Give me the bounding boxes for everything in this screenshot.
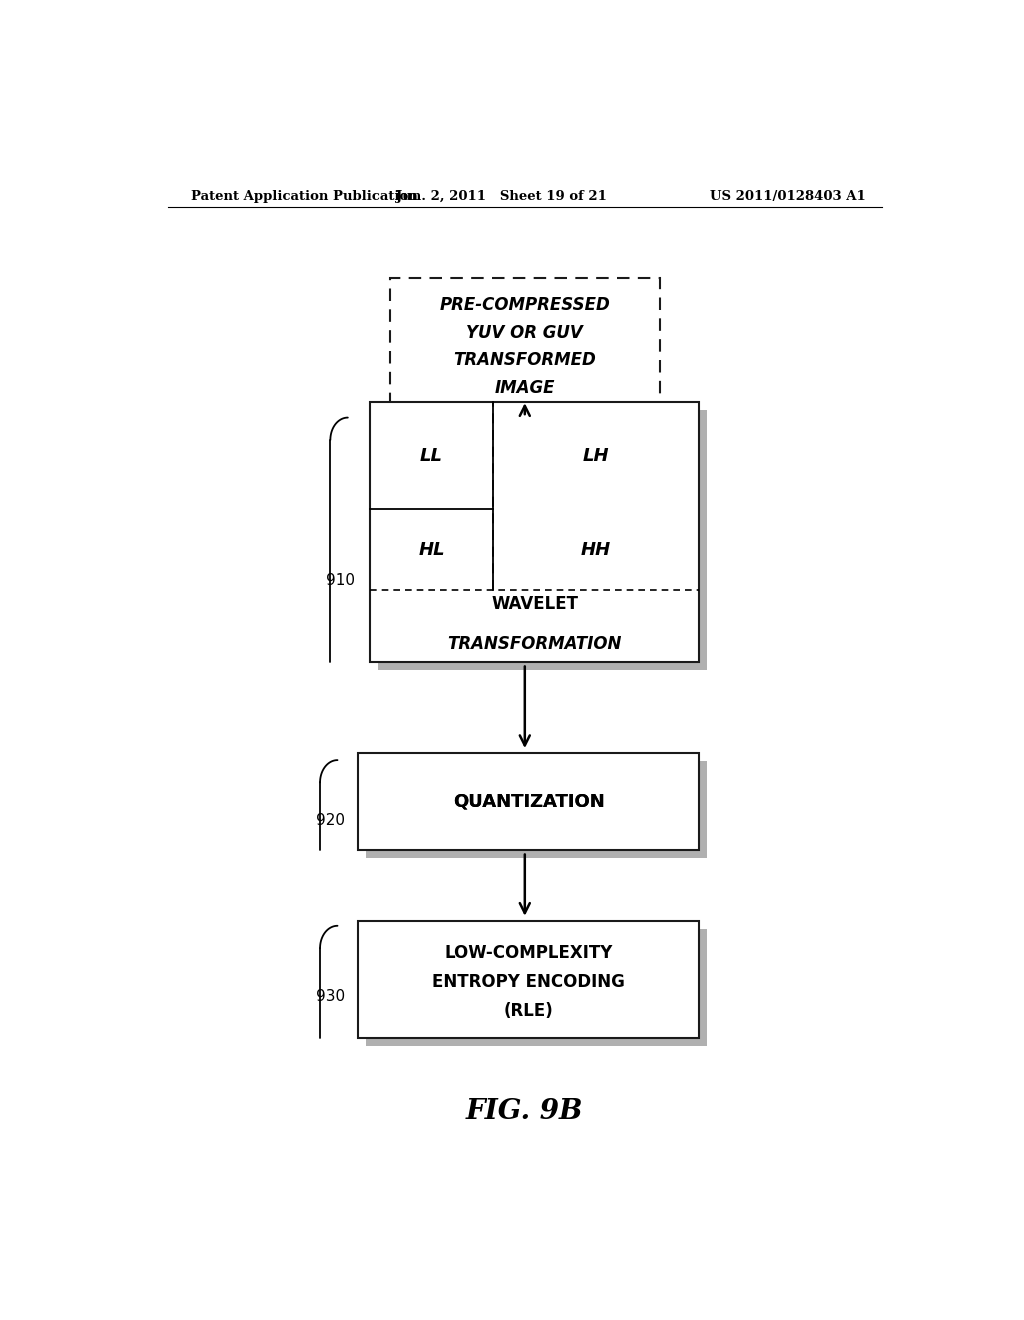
Text: Jun. 2, 2011   Sheet 19 of 21: Jun. 2, 2011 Sheet 19 of 21 <box>395 190 606 202</box>
Text: 920: 920 <box>316 813 345 828</box>
Bar <box>390 277 659 414</box>
Text: TRANSFORMED: TRANSFORMED <box>454 351 596 370</box>
Text: IMAGE: IMAGE <box>495 379 555 396</box>
Text: QUANTIZATION: QUANTIZATION <box>453 792 604 810</box>
Bar <box>367 762 708 858</box>
Text: 930: 930 <box>316 990 345 1005</box>
Text: TRANSFORMATION: TRANSFORMATION <box>447 635 622 653</box>
Text: LH: LH <box>583 446 609 465</box>
Text: FIG. 9B: FIG. 9B <box>466 1098 584 1125</box>
Text: 910: 910 <box>327 573 355 587</box>
Text: LL: LL <box>420 446 443 465</box>
Bar <box>358 921 699 1038</box>
Text: HL: HL <box>418 541 444 558</box>
Text: US 2011/0128403 A1: US 2011/0128403 A1 <box>711 190 866 202</box>
Text: LOW-COMPLEXITY: LOW-COMPLEXITY <box>444 944 613 962</box>
Text: PRE-COMPRESSED: PRE-COMPRESSED <box>439 296 610 314</box>
Text: QUANTIZATION: QUANTIZATION <box>453 792 604 810</box>
Bar <box>378 411 708 669</box>
Bar <box>358 752 699 850</box>
Text: HH: HH <box>581 541 611 558</box>
Text: WAVELET: WAVELET <box>492 594 579 612</box>
Text: YUV OR GUV: YUV OR GUV <box>466 323 584 342</box>
Bar <box>370 403 699 661</box>
Text: (RLE): (RLE) <box>504 1002 554 1020</box>
Bar <box>367 929 708 1045</box>
Text: ENTROPY ENCODING: ENTROPY ENCODING <box>432 973 626 991</box>
Text: Patent Application Publication: Patent Application Publication <box>191 190 418 202</box>
